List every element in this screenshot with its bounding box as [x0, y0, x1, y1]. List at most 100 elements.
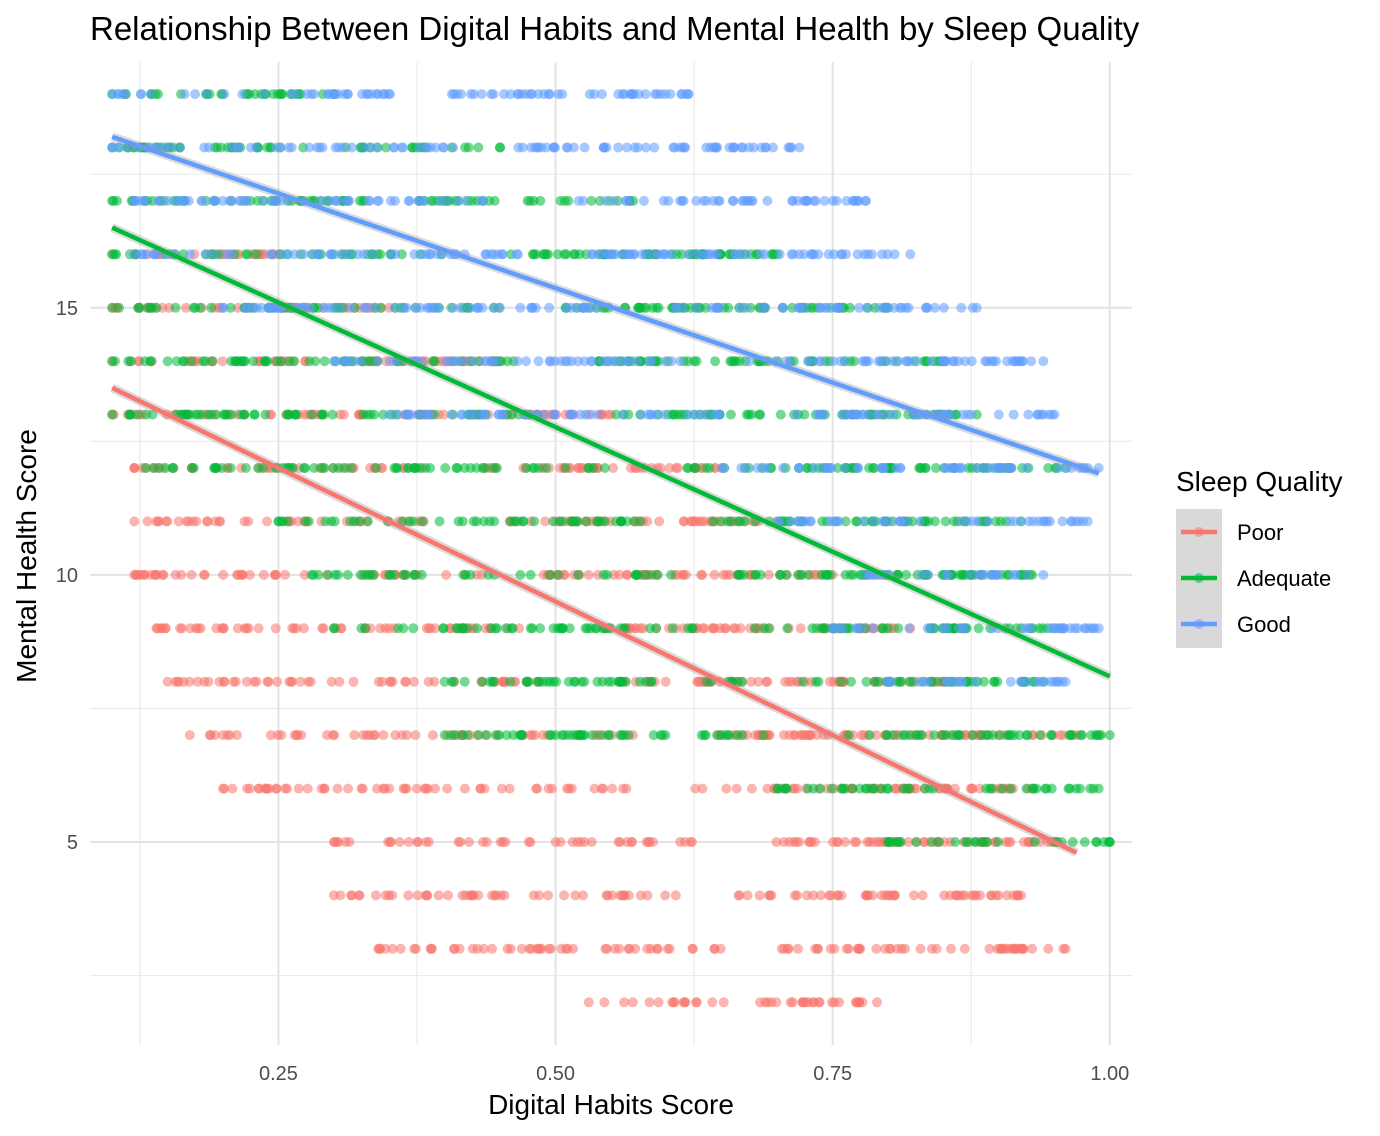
- data-point: [317, 409, 327, 420]
- data-point: [588, 463, 599, 473]
- data-point: [312, 249, 323, 260]
- data-point: [871, 943, 882, 954]
- data-point: [234, 195, 245, 206]
- data-point: [1104, 730, 1115, 741]
- data-point: [1023, 516, 1034, 527]
- data-point: [741, 463, 752, 473]
- data-point: [371, 89, 382, 100]
- data-point: [909, 890, 919, 901]
- data-point: [586, 356, 597, 367]
- data-point: [357, 783, 368, 794]
- data-point: [408, 676, 419, 687]
- data-point: [136, 249, 147, 260]
- data-point: [200, 249, 211, 260]
- data-point: [736, 730, 747, 741]
- data-point: [195, 409, 206, 420]
- data-point: [843, 943, 854, 954]
- data-point: [389, 302, 400, 313]
- data-point: [683, 89, 694, 100]
- data-point: [298, 623, 309, 634]
- data-point: [501, 730, 512, 741]
- data-point: [457, 409, 468, 420]
- data-point: [671, 463, 682, 473]
- data-point: [648, 730, 659, 741]
- data-point: [495, 142, 506, 153]
- data-point: [480, 409, 491, 420]
- data-point: [528, 249, 538, 260]
- data-point: [535, 623, 546, 634]
- data-point: [496, 783, 507, 794]
- data-point: [507, 623, 518, 634]
- data-point: [165, 142, 176, 153]
- data-point: [691, 997, 702, 1008]
- data-point: [1104, 837, 1115, 847]
- data-point: [534, 676, 545, 687]
- data-point: [768, 142, 778, 153]
- data-point: [548, 516, 559, 527]
- data-point: [787, 195, 798, 206]
- data-point: [216, 142, 227, 153]
- data-point: [596, 516, 607, 527]
- data-point: [903, 837, 914, 847]
- data-point: [340, 837, 351, 847]
- data-point: [136, 89, 147, 100]
- data-point: [403, 463, 414, 473]
- data-point: [1043, 943, 1054, 954]
- data-point: [272, 676, 283, 687]
- x-tick-label: 0.25: [259, 1063, 298, 1085]
- data-point: [409, 943, 420, 954]
- data-point: [157, 569, 168, 580]
- data-point: [916, 730, 927, 741]
- data-point: [597, 676, 608, 687]
- legend-label-good: Good: [1237, 612, 1291, 637]
- data-point: [1022, 623, 1033, 634]
- data-point: [1075, 730, 1086, 741]
- data-point: [293, 783, 304, 794]
- data-point: [1029, 837, 1040, 847]
- data-point: [814, 409, 825, 420]
- data-point: [700, 249, 711, 260]
- data-point: [628, 249, 639, 260]
- data-point: [202, 516, 213, 527]
- data-point: [346, 890, 357, 901]
- data-point: [132, 409, 143, 420]
- data-point: [560, 463, 571, 473]
- data-point: [184, 730, 195, 741]
- data-point: [872, 409, 883, 420]
- data-point: [556, 943, 567, 954]
- data-point: [191, 516, 202, 527]
- data-point: [754, 890, 765, 901]
- data-point: [434, 516, 445, 527]
- data-point: [1021, 783, 1032, 794]
- data-point: [642, 516, 653, 527]
- data-point: [176, 569, 187, 580]
- data-point: [590, 623, 601, 634]
- data-point: [562, 356, 573, 367]
- data-point: [857, 997, 868, 1008]
- data-point: [879, 463, 889, 473]
- data-point: [940, 569, 951, 580]
- data-point: [851, 837, 862, 847]
- data-point: [895, 463, 906, 473]
- data-point: [627, 997, 638, 1008]
- data-point: [574, 249, 585, 260]
- data-point: [271, 569, 281, 580]
- legend-title: Sleep Quality: [1176, 466, 1343, 497]
- data-point: [299, 409, 310, 420]
- data-point: [289, 409, 300, 420]
- data-point: [329, 623, 340, 634]
- data-point: [488, 89, 499, 100]
- data-point: [812, 943, 823, 954]
- data-point: [623, 356, 634, 367]
- data-point: [787, 997, 798, 1008]
- data-point: [779, 837, 789, 847]
- data-point: [298, 463, 309, 473]
- data-point: [559, 249, 570, 260]
- data-point: [695, 409, 706, 420]
- data-point: [543, 890, 554, 901]
- data-point: [755, 409, 766, 420]
- data-point: [354, 516, 365, 527]
- data-point: [190, 89, 201, 100]
- data-point: [473, 142, 484, 153]
- data-point: [858, 516, 869, 527]
